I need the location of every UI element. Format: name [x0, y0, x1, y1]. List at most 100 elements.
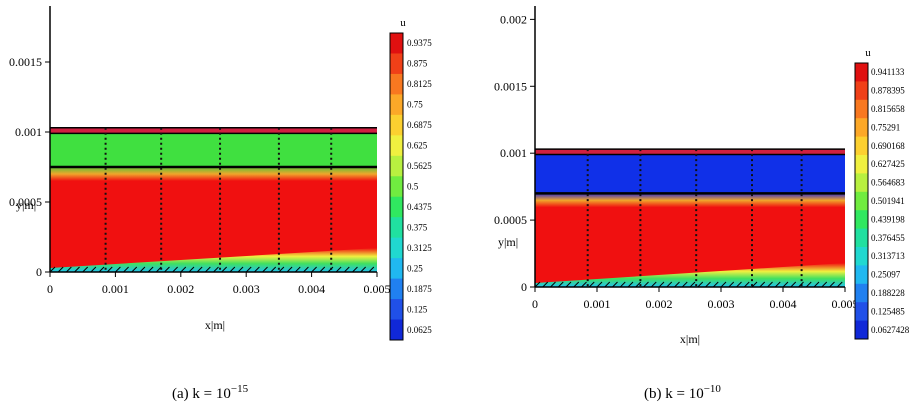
colorbar-label: 0.375	[407, 222, 428, 232]
wall-hatch	[147, 266, 154, 273]
wall-hatch	[619, 281, 626, 288]
colorbar-swatch	[855, 302, 868, 322]
x-tick-label: 0.005	[364, 282, 391, 296]
colorbar-label: 0.25	[407, 263, 423, 273]
colorbar-b: 0.941133 0.878395 0.815658 0.75291 0.690168 0…	[854, 62, 910, 340]
wall-hatch	[303, 266, 309, 273]
wall-hatch	[720, 281, 727, 288]
colorbar-title: u	[400, 17, 406, 29]
colorbar-label: 0.125	[407, 304, 428, 314]
wall-hatch	[123, 266, 129, 273]
wall-hatch	[666, 281, 673, 288]
y-axis-label: y|m|	[16, 198, 36, 212]
wall-hatch	[139, 266, 146, 273]
wall-hatch	[311, 266, 317, 273]
colorbar-swatch	[855, 118, 868, 138]
wall-hatch	[798, 281, 804, 288]
wall-hatch	[557, 281, 564, 288]
porous-layer	[535, 154, 845, 194]
wall-hatch	[204, 266, 211, 273]
wall-hatch	[674, 281, 680, 288]
wall-hatch	[829, 281, 835, 288]
caption-exponent: −10	[703, 383, 721, 395]
colorbar-label: 0.9375	[407, 38, 432, 48]
colorbar-label: 0.439198	[871, 214, 905, 224]
wall-hatch	[172, 266, 178, 273]
x-tick-label: 0.003	[708, 297, 735, 311]
wall-hatch	[759, 281, 766, 288]
y-tick-label: 0.001	[500, 146, 527, 160]
colorbar-swatch	[855, 320, 868, 340]
wall-hatch	[705, 281, 711, 288]
colorbar-swatch	[390, 94, 403, 116]
colorbar-label: 0.5625	[407, 161, 432, 171]
bottom-boundary-layer	[50, 248, 377, 272]
wall-hatch	[155, 266, 162, 273]
caption-exponent: −15	[230, 383, 249, 395]
top-wall	[50, 127, 377, 134]
colorbar-frame	[854, 62, 869, 340]
wall-hatch	[681, 281, 688, 288]
wall-hatch	[581, 281, 587, 288]
interface-band	[535, 193, 845, 208]
x-tick-label: 0	[532, 297, 538, 311]
wall-hatch	[821, 281, 828, 288]
colorbar-label: 0.941133	[871, 67, 905, 77]
caption-b: (b) k = 10−10	[644, 383, 721, 403]
colorbar-swatch	[390, 135, 403, 157]
colorbar-a: 0.9375 0.875 0.8125 0.75 0.6875 0.625 0.5625 0.…	[389, 32, 432, 341]
wall-hatch	[237, 266, 244, 273]
wall-hatch	[697, 281, 704, 288]
x-tick-label: 0	[47, 282, 53, 296]
wall-hatch	[106, 266, 113, 273]
wall-hatch	[352, 266, 358, 273]
colorbar-label: 0.878395	[871, 86, 905, 96]
colorbar-swatch	[390, 33, 403, 54]
x-tick-label: 0.005	[832, 297, 859, 311]
axes-b: 0 0.001 0.002 0.003 0.004 0.005 0 0.0005 0.001 0.…	[494, 6, 859, 311]
wall-hatch	[286, 266, 293, 273]
wall-hatch	[604, 281, 611, 288]
wall-hatch	[360, 266, 367, 273]
wall-hatch	[131, 266, 138, 273]
y-tick-label: 0.001	[15, 125, 42, 139]
colorbar-swatch	[855, 63, 868, 82]
colorbar-swatch	[855, 210, 868, 230]
wall-hatch	[573, 281, 580, 288]
wall-hatch	[813, 281, 820, 288]
y-tick-label: 0.0015	[494, 79, 527, 93]
wall-hatch	[180, 266, 187, 273]
colorbar-label: 0.564683	[871, 178, 905, 188]
x-tick-label: 0.001	[102, 282, 129, 296]
x-tick-label: 0.002	[646, 297, 673, 311]
wall-hatch	[627, 281, 634, 288]
wall-hatch	[736, 281, 742, 288]
x-tick-label: 0.003	[233, 282, 260, 296]
wall-hatch	[805, 281, 812, 288]
wall-hatch	[588, 281, 595, 288]
colorbar-frame	[389, 32, 404, 341]
caption-label: (b) k = 10	[644, 386, 704, 402]
wall-hatch	[49, 266, 56, 273]
wall-hatch	[612, 281, 618, 288]
wall-hatch	[596, 281, 603, 288]
wall-hatch	[689, 281, 696, 288]
interface-band	[50, 167, 377, 181]
colorbar-swatch	[855, 283, 868, 303]
wall-hatch	[534, 281, 541, 288]
wall-hatch	[650, 281, 657, 288]
wall-hatch	[542, 281, 549, 288]
wall-hatch	[98, 266, 105, 273]
wall-hatch	[335, 266, 342, 273]
colorbar-swatch	[390, 319, 403, 341]
colorbar-swatch	[390, 114, 403, 136]
wall-hatch	[565, 281, 572, 288]
wall-hatch	[115, 266, 121, 273]
colorbar-label: 0.0627428	[871, 325, 910, 335]
colorbar-swatch	[855, 99, 868, 119]
x-tick-label: 0.001	[584, 297, 611, 311]
porous-layer	[50, 133, 377, 167]
wall-hatch	[82, 266, 89, 273]
wall-hatch	[743, 281, 750, 288]
colorbar-label: 0.125485	[871, 306, 905, 316]
